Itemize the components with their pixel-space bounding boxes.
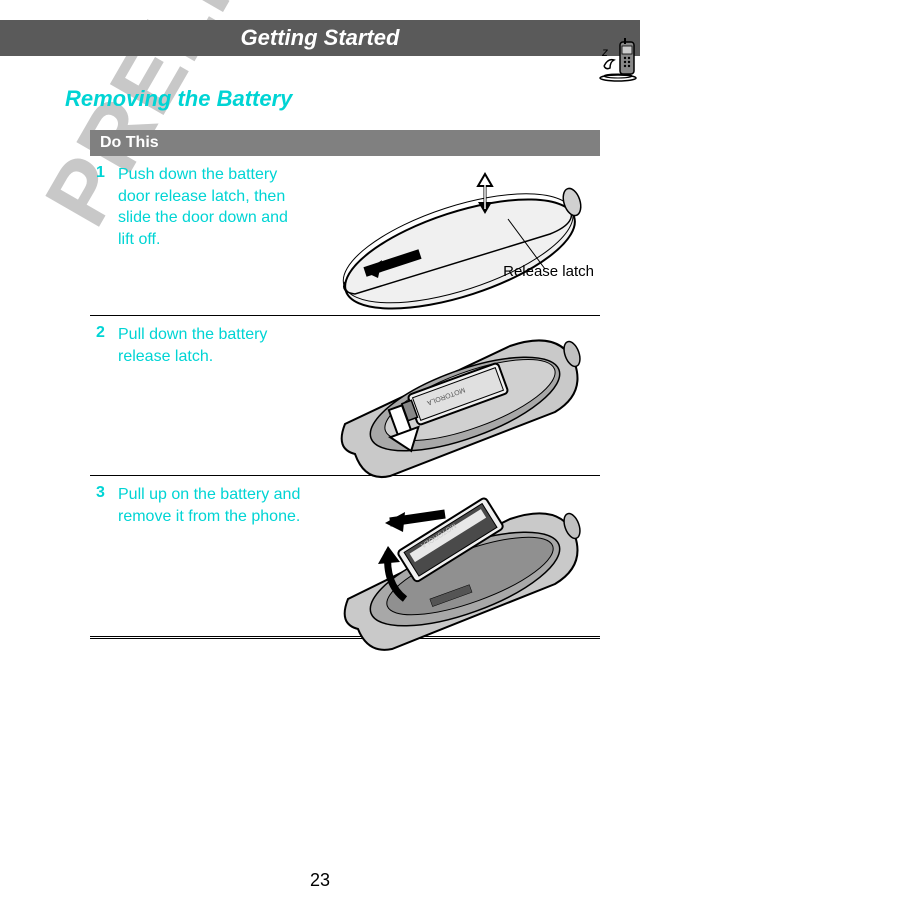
page-header-title: Getting Started [241, 25, 400, 51]
section-title: Removing the Battery [65, 86, 901, 112]
step-1-number: 1 [90, 164, 118, 311]
svg-text:z: z [601, 45, 608, 59]
steps-table: Do This 1 Push down the battery door rel… [90, 130, 600, 639]
step-3-illustration: MOTOROLA [308, 484, 600, 632]
step-3-text: Pull up on the battery and remove it fro… [118, 484, 308, 632]
step-1-illustration: Release latch [308, 164, 600, 311]
step-3-number: 3 [90, 484, 118, 632]
step-2-illustration: MOTOROLA [308, 324, 600, 471]
release-latch-callout: Release latch [503, 264, 594, 281]
step-1-row: 1 Push down the battery door release lat… [90, 156, 600, 316]
table-header: Do This [90, 130, 600, 156]
step-2-number: 2 [90, 324, 118, 471]
phone-header-icon: z [596, 38, 641, 83]
page-number: 23 [0, 870, 640, 891]
step-1-text: Push down the battery door release latch… [118, 164, 308, 311]
page-header-bar: Getting Started [0, 20, 640, 56]
step-3-row: 3 Pull up on the battery and remove it f… [90, 476, 600, 636]
step-2-row: 2 Pull down the battery release latch. M… [90, 316, 600, 476]
step-2-text: Pull down the battery release latch. [118, 324, 308, 471]
